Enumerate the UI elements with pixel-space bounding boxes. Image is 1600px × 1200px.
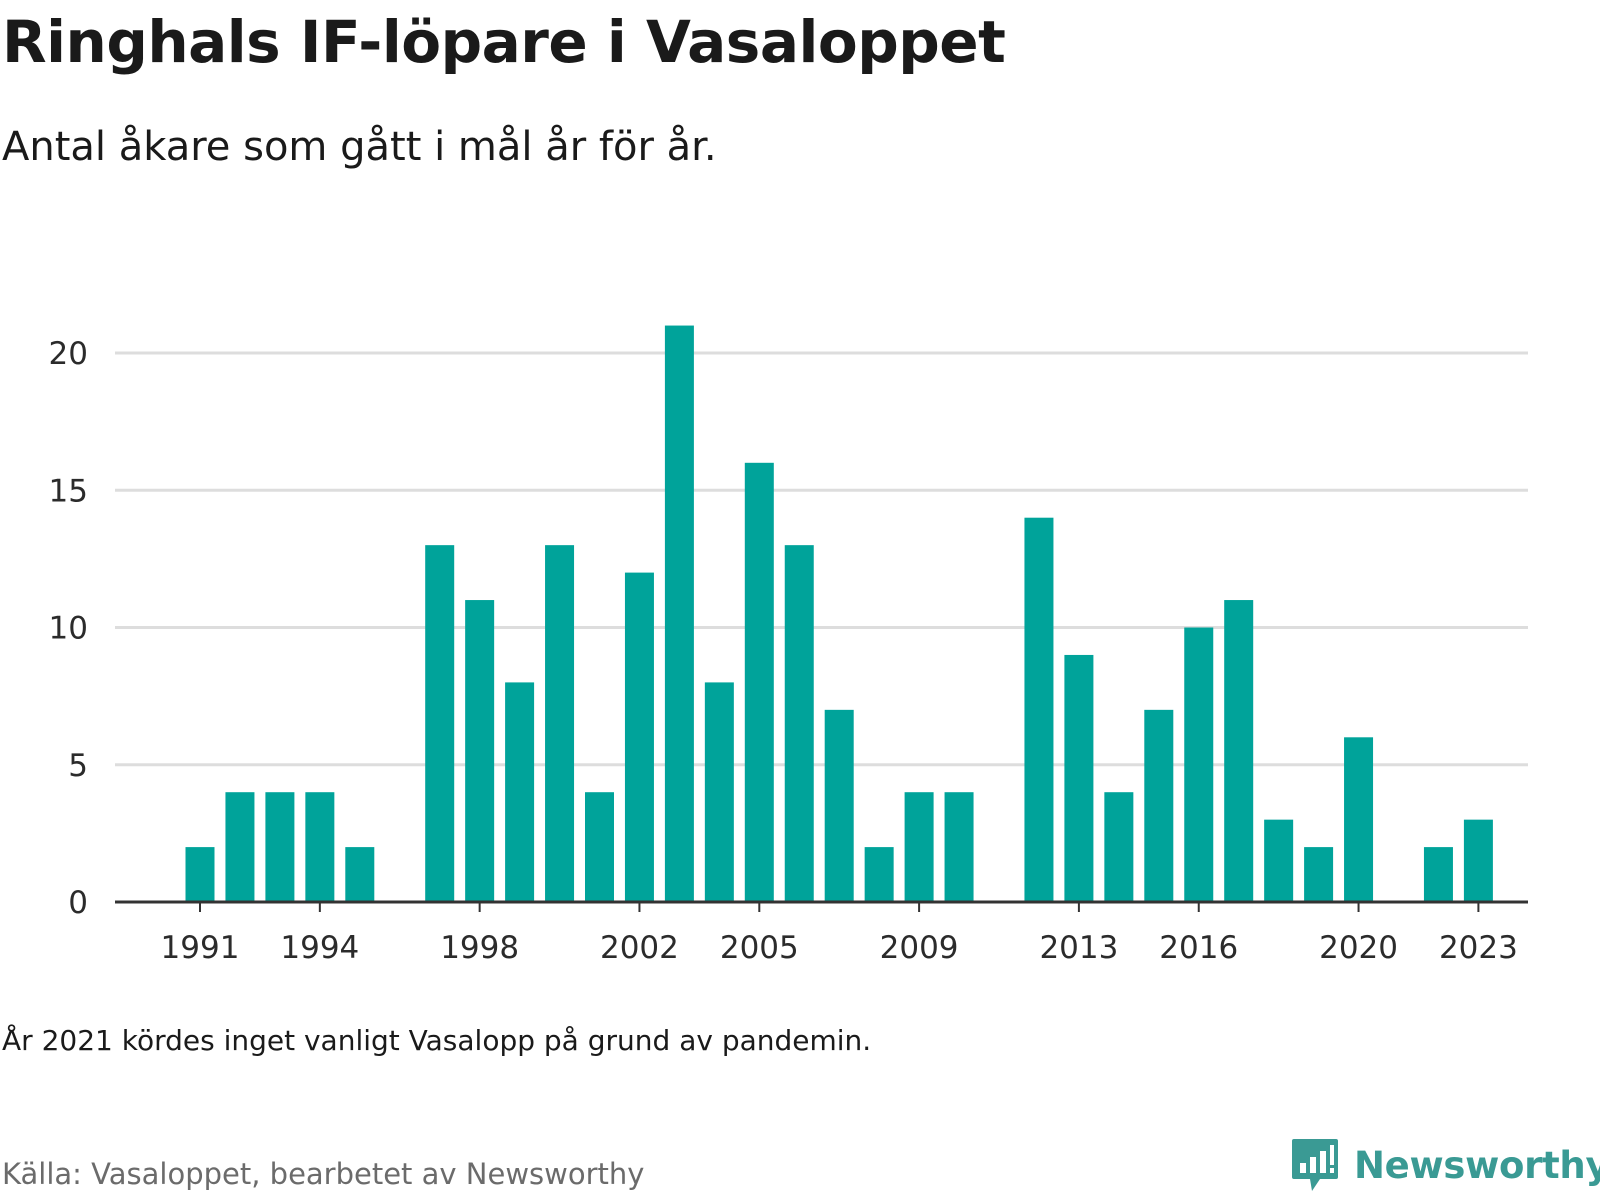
bar-2014	[1104, 792, 1134, 902]
bar-2020	[1344, 737, 1374, 902]
x-tick-label-2002: 2002	[600, 930, 679, 966]
bar-2001	[585, 792, 614, 902]
x-tick-label-2009: 2009	[880, 930, 959, 966]
bar-2023	[1463, 819, 1493, 902]
newsworthy-logo: Newsworthy	[1290, 1139, 1600, 1191]
y-tick-label-10: 10	[49, 611, 88, 647]
bar-2008	[864, 847, 894, 902]
y-tick-label-15: 15	[49, 473, 88, 509]
x-tick-label-2016: 2016	[1159, 930, 1238, 966]
bar-1991	[185, 847, 215, 902]
bar-2005	[744, 462, 774, 902]
bar-2000	[545, 545, 575, 902]
brand-name: Newsworthy	[1354, 1143, 1600, 1187]
bar-2003	[664, 325, 694, 902]
y-tick-label-5: 5	[68, 748, 88, 784]
bar-chart: 0 5 10 15 20 1991 1994 1998 2002 2005 2009 2013 201…	[49, 325, 1528, 966]
x-tick-label-2020: 2020	[1319, 930, 1398, 966]
y-axis-ticks: 0 5 10 15 20	[49, 336, 88, 921]
bar-2010	[944, 792, 974, 902]
bar-1998	[465, 600, 495, 902]
chart-note: År 2021 kördes inget vanligt Vasalopp på…	[2, 1024, 872, 1057]
bars	[185, 325, 1493, 902]
chart-subtitle: Antal åkare som gått i mål år för år.	[2, 124, 717, 170]
bar-2018	[1264, 819, 1294, 902]
bar-2007	[824, 709, 854, 902]
bar-2022	[1423, 847, 1453, 902]
source-text: Källa: Vasaloppet, bearbetet av Newswort…	[2, 1157, 645, 1191]
bar-1999	[505, 682, 535, 902]
bar-2012	[1024, 517, 1054, 902]
bar-2019	[1304, 847, 1334, 902]
bar-1997	[425, 545, 455, 902]
bar-1994	[305, 792, 335, 902]
newsworthy-bars-icon	[1292, 1139, 1338, 1191]
bar-2013	[1064, 654, 1094, 902]
x-tick-label-2023: 2023	[1439, 930, 1518, 966]
gridlines	[115, 351, 1528, 767]
bar-2004	[704, 682, 734, 902]
x-axis-ticks: 1991 1994 1998 2002 2005 2009 2013 2016 2020 2023	[161, 902, 1518, 966]
bar-2016	[1184, 627, 1214, 902]
bar-1993	[265, 792, 295, 902]
x-tick-label-1998: 1998	[440, 930, 519, 966]
bar-2002	[624, 572, 654, 902]
bar-2017	[1224, 600, 1254, 902]
bar-2009	[904, 792, 934, 902]
x-tick-label-2005: 2005	[720, 930, 799, 966]
chart-title: Ringhals IF-löpare i Vasaloppet	[2, 8, 1006, 76]
bar-1992	[225, 792, 255, 902]
x-tick-label-2013: 2013	[1039, 930, 1118, 966]
x-tick-label-1994: 1994	[280, 930, 359, 966]
y-tick-label-0: 0	[68, 885, 88, 921]
y-tick-label-20: 20	[49, 336, 88, 372]
bar-2006	[784, 545, 814, 902]
x-tick-label-1991: 1991	[161, 930, 240, 966]
bar-2015	[1144, 709, 1174, 902]
bar-1995	[345, 847, 375, 902]
